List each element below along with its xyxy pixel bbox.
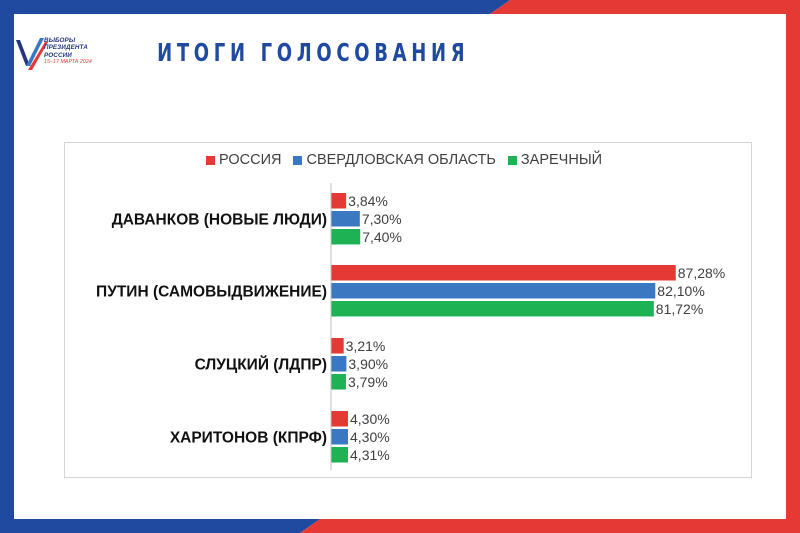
category-label-3: ХАРИТОНОВ (КПРФ): [170, 429, 327, 446]
bar-zarechny-0: [331, 229, 361, 245]
category-label-1: ПУТИН (САМОВЫДВИЖЕНИЕ): [96, 283, 327, 300]
legend-item-zarechny: ЗАРЕЧНЫЙ: [507, 152, 603, 168]
legend-label-sverdlovsk: СВЕРДЛОВСКАЯ ОБЛАСТЬ: [306, 152, 496, 168]
data-label-zarechny-2: 3,79%: [348, 374, 388, 390]
bar-russia-1: [331, 265, 676, 281]
logo-line-1: ВЫБОРЫ: [44, 37, 76, 44]
bar-sverdlovsk-3: [331, 429, 348, 445]
bar-russia-0: [331, 193, 347, 209]
legend-swatch-russia: [206, 155, 215, 165]
data-label-russia-0: 3,84%: [348, 193, 388, 209]
legend-label-zarechny: ЗАРЕЧНЫЙ: [520, 152, 603, 168]
logo-text: ВЫБОРЫ ПРЕЗИДЕНТА РОССИИ 15–17 МАРТА 202…: [44, 37, 92, 66]
bar-zarechny-3: [331, 447, 349, 463]
legend-swatch-zarechny: [507, 155, 517, 165]
data-label-sverdlovsk-1: 82,10%: [657, 283, 704, 299]
logo-date: 15–17 МАРТА 2024: [44, 58, 92, 65]
bar-zarechny-1: [331, 301, 654, 317]
page-title: ИТОГИ ГОЛОСОВАНИЯ: [157, 38, 470, 67]
chart-legend: РОССИЯ СВЕРДЛОВСКАЯ ОБЛАСТЬ ЗАРЕЧНЫЙ: [206, 150, 614, 170]
data-label-zarechny-0: 7,40%: [362, 229, 402, 245]
bar-zarechny-2: [331, 374, 346, 390]
data-label-russia-2: 3,21%: [346, 338, 386, 354]
tick-logo-icon: [16, 38, 48, 70]
logo-line-3: РОССИИ: [44, 51, 72, 59]
bar-russia-2: [331, 338, 344, 354]
data-label-zarechny-1: 81,72%: [656, 301, 703, 317]
bar-sverdlovsk-0: [331, 211, 360, 227]
category-label-2: СЛУЦКИЙ (ЛДПР): [195, 355, 327, 373]
legend-swatch-sverdlovsk: [293, 155, 303, 165]
data-label-russia-3: 4,30%: [350, 411, 390, 427]
legend-label-russia: РОССИЯ: [219, 152, 282, 168]
category-label-0: ДАВАНКОВ (НОВЫЕ ЛЮДИ): [112, 211, 327, 228]
data-label-zarechny-3: 4,31%: [350, 447, 390, 463]
legend-item-russia: РОССИЯ: [206, 152, 281, 168]
election-logo: ВЫБОРЫ ПРЕЗИДЕНТА РОССИИ 15–17 МАРТА 202…: [14, 36, 104, 80]
data-label-russia-1: 87,28%: [678, 265, 725, 281]
legend-item-sverdlovsk: СВЕРДЛОВСКАЯ ОБЛАСТЬ: [293, 152, 496, 168]
bar-sverdlovsk-2: [331, 356, 347, 372]
data-label-sverdlovsk-3: 4,30%: [350, 429, 390, 445]
data-label-sverdlovsk-2: 3,90%: [348, 356, 388, 372]
bar-russia-3: [331, 411, 348, 427]
logo-line-2: ПРЕЗИДЕНТА: [44, 44, 88, 52]
data-label-sverdlovsk-0: 7,30%: [362, 211, 402, 227]
bar-sverdlovsk-1: [331, 283, 656, 299]
